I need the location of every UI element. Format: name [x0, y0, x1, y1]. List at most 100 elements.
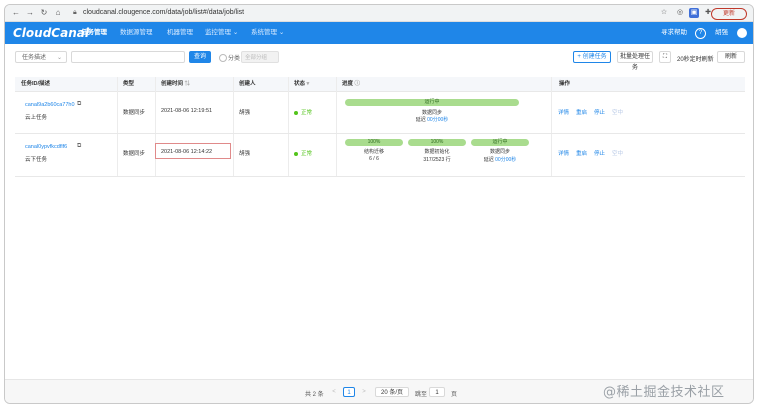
- nav-system[interactable]: 系统管理 ⌄: [251, 22, 284, 44]
- action-more[interactable]: 空中: [612, 151, 624, 157]
- extension-icon[interactable]: ◎: [676, 9, 684, 16]
- query-button[interactable]: 查询: [189, 51, 211, 63]
- app-logo: CloudCanal: [13, 26, 89, 40]
- copy-icon[interactable]: ⧉: [77, 101, 82, 107]
- browser-window: ← → ↻ ⌂ 🔒︎ cloudcanal.clougence.com/data…: [4, 4, 754, 404]
- status-label: 正常: [301, 151, 313, 157]
- status-label: 正常: [301, 110, 313, 116]
- group-label: 分类: [228, 56, 241, 62]
- info-icon: ⓘ: [354, 81, 361, 87]
- page-1-button[interactable]: 1: [343, 387, 355, 397]
- progress-title: 数据初始化: [424, 149, 450, 155]
- progress-bar: 100%: [408, 139, 466, 146]
- goto-label: 跳至: [415, 392, 428, 398]
- task-type: 数据同步: [123, 151, 146, 157]
- bookmark-star-icon[interactable]: ☆: [660, 9, 668, 16]
- status-badge: 正常: [294, 149, 312, 157]
- forward-icon[interactable]: →: [26, 8, 34, 17]
- action-stop[interactable]: 停止: [594, 110, 606, 116]
- fullscreen-icon[interactable]: ⛶: [659, 51, 671, 63]
- task-id-link[interactable]: canal0ypvfkcdflf6: [25, 144, 68, 150]
- progress-detail-prefix: 延迟: [415, 117, 426, 123]
- next-page-button[interactable]: >: [362, 389, 366, 395]
- page-size-select[interactable]: 20 条/页: [375, 387, 409, 397]
- sort-icon: ⇅: [184, 81, 191, 87]
- progress-detail: 延迟 00分00秒: [463, 156, 537, 163]
- table-header: 任务ID/描述 类型 创建时间 ⇅ 创建人 状态 ▾ 进度 ⓘ 操作: [15, 77, 745, 92]
- column-header: 进度 ⓘ: [342, 77, 360, 91]
- progress-detail: 317/2523 行: [423, 157, 451, 163]
- column-header[interactable]: 创建时间 ⇅: [161, 77, 190, 91]
- user-name[interactable]: 胡强: [715, 29, 728, 36]
- batch-task-button[interactable]: 批量处理任务: [617, 51, 653, 71]
- nav-machines[interactable]: 机器管理: [167, 29, 193, 36]
- action-detail[interactable]: 详情: [558, 110, 570, 116]
- table-row: canal9a2b60ca77h0 ⧉ 云上任务 数据同步 2021-08-06…: [15, 91, 745, 134]
- watermark: @稀土掘金技术社区: [603, 385, 725, 400]
- auto-refresh-label: 20秒定时刷新: [677, 57, 714, 63]
- filter-field-select[interactable]: 任务描述 ⌄: [15, 51, 67, 63]
- column-divider: [288, 77, 289, 176]
- refresh-button[interactable]: 刷新: [717, 51, 745, 63]
- filter-field-value: 任务描述: [22, 55, 47, 61]
- progress-title: 结构迁移: [363, 149, 384, 155]
- table-row: canal0ypvfkcdflf6 ⧉ 云下任务 数据同步 2021-08-06…: [15, 133, 745, 177]
- filter-icon: ▾: [306, 81, 310, 87]
- column-header[interactable]: 状态 ▾: [294, 77, 309, 91]
- column-header-label: 状态: [294, 81, 306, 87]
- back-icon[interactable]: ←: [12, 8, 20, 17]
- column-divider: [155, 77, 156, 176]
- copy-icon[interactable]: ⧉: [77, 143, 82, 149]
- avatar[interactable]: [737, 28, 747, 38]
- extension-icon[interactable]: ▣: [689, 8, 699, 18]
- status-dot-icon: [294, 151, 298, 156]
- chevron-down-icon: ⌄: [278, 29, 285, 36]
- group-select[interactable]: 全部分组: [241, 51, 279, 63]
- highlight-box: [155, 143, 231, 159]
- help-link[interactable]: 寻求帮助: [661, 29, 687, 36]
- creator: 胡强: [239, 151, 251, 157]
- browser-toolbar: ← → ↻ ⌂ 🔒︎ cloudcanal.clougence.com/data…: [5, 5, 753, 22]
- status-badge: 正常: [294, 108, 312, 116]
- column-header-label: 创建时间: [161, 81, 184, 87]
- progress-detail: 延迟 00分00秒: [395, 116, 469, 123]
- task-id-link[interactable]: canal9a2b60ca77h0: [25, 102, 75, 108]
- puzzle-icon[interactable]: ✚: [705, 9, 711, 16]
- column-header: 创建人: [239, 81, 256, 87]
- nav-datasources[interactable]: 数据源管理: [120, 29, 153, 36]
- prev-page-button[interactable]: <: [332, 389, 336, 395]
- progress-detail: 6 / 6: [369, 156, 379, 162]
- action-more[interactable]: 空中: [612, 110, 624, 116]
- progress-title: 数据同步: [421, 110, 442, 116]
- nav-monitor-label: 监控管理: [205, 29, 231, 36]
- search-input[interactable]: [71, 51, 185, 63]
- group-radio[interactable]: [219, 54, 227, 62]
- nav-monitor[interactable]: 监控管理 ⌄: [205, 22, 238, 44]
- progress-detail-prefix: 延迟: [483, 157, 494, 163]
- column-header: 任务ID/描述: [21, 81, 51, 87]
- home-icon[interactable]: ⌂: [55, 8, 61, 17]
- action-detail[interactable]: 详情: [558, 151, 570, 157]
- chevron-down-icon: ⌄: [56, 55, 62, 61]
- task-description: 云下任务: [25, 157, 48, 163]
- question-icon[interactable]: ?: [695, 28, 706, 39]
- address-bar[interactable]: cloudcanal.clougence.com/data/job/list#/…: [83, 9, 245, 16]
- progress-detail-value: 00分00秒: [495, 157, 517, 163]
- column-divider: [551, 77, 552, 176]
- reload-icon[interactable]: ↻: [40, 8, 48, 17]
- action-restart[interactable]: 重启: [576, 110, 588, 116]
- progress-bar: 运行中: [471, 139, 529, 146]
- column-header: 类型: [123, 81, 135, 87]
- progress-detail-value: 00分00秒: [427, 117, 449, 123]
- goto-input[interactable]: 1: [429, 387, 445, 397]
- total-count: 共 2 条: [305, 392, 324, 398]
- create-task-button[interactable]: + 创建任务: [573, 51, 611, 63]
- action-restart[interactable]: 重启: [576, 151, 588, 157]
- update-button[interactable]: 更新: [711, 8, 747, 20]
- nav-system-label: 系统管理: [251, 29, 277, 36]
- column-divider: [336, 77, 337, 176]
- task-description: 云上任务: [25, 115, 48, 121]
- nav-tasks[interactable]: 任务管理: [81, 29, 107, 36]
- action-stop[interactable]: 停止: [594, 151, 606, 157]
- pagination-bar: 共 2 条 < 1 > 20 条/页 跳至 1 页: [5, 379, 753, 403]
